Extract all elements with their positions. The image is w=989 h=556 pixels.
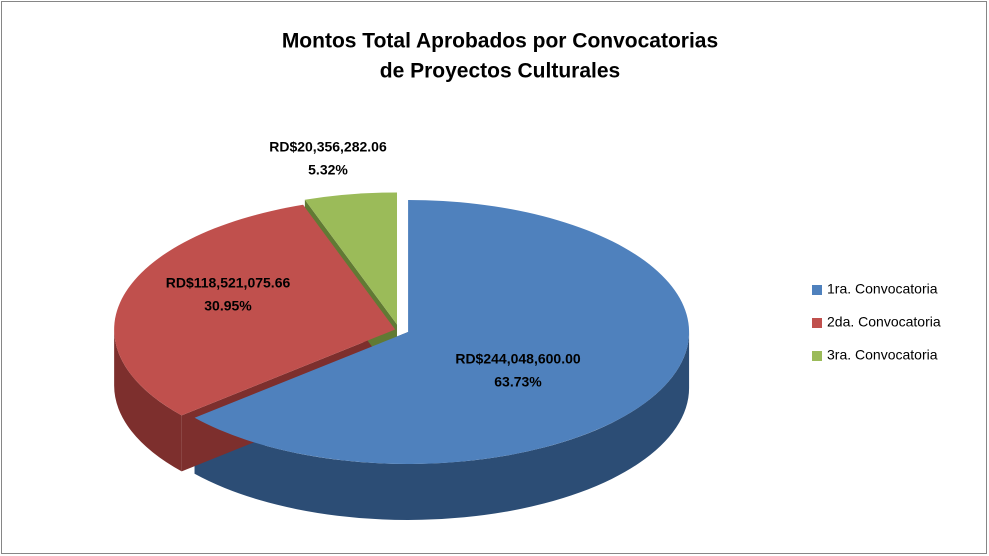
data-label: 30.95% [204, 298, 252, 314]
slice [114, 204, 396, 416]
chart-title: de Proyectos Culturales [380, 60, 620, 83]
labels: RD$244,048,600.00 63.73% RD$118,521,075.66… [166, 139, 581, 390]
legend-label: 1ra. Convocatoria [827, 281, 938, 297]
data-label: 63.73% [494, 374, 542, 390]
slice-side [194, 331, 690, 520]
legend-label: 3ra. Convocatoria [827, 347, 938, 363]
data-label: 5.32% [308, 162, 348, 178]
slice-side [114, 329, 182, 472]
slice [194, 199, 690, 464]
data-label: RD$20,356,282.06 [269, 139, 387, 155]
legend: 1ra. Convocatoria 2da. Convocatoria 3ra. C… [812, 281, 941, 363]
chart-title: Montos Total Aprobados por Convocatorias [282, 30, 718, 53]
legend-swatch [812, 351, 822, 361]
pie [114, 192, 690, 520]
slice [304, 192, 398, 325]
legend-label: 2da. Convocatoria [827, 314, 941, 330]
legend-swatch [812, 318, 822, 328]
data-label: RD$244,048,600.00 [455, 351, 581, 367]
legend-swatch [812, 285, 822, 295]
data-label: RD$118,521,075.66 [166, 275, 291, 291]
